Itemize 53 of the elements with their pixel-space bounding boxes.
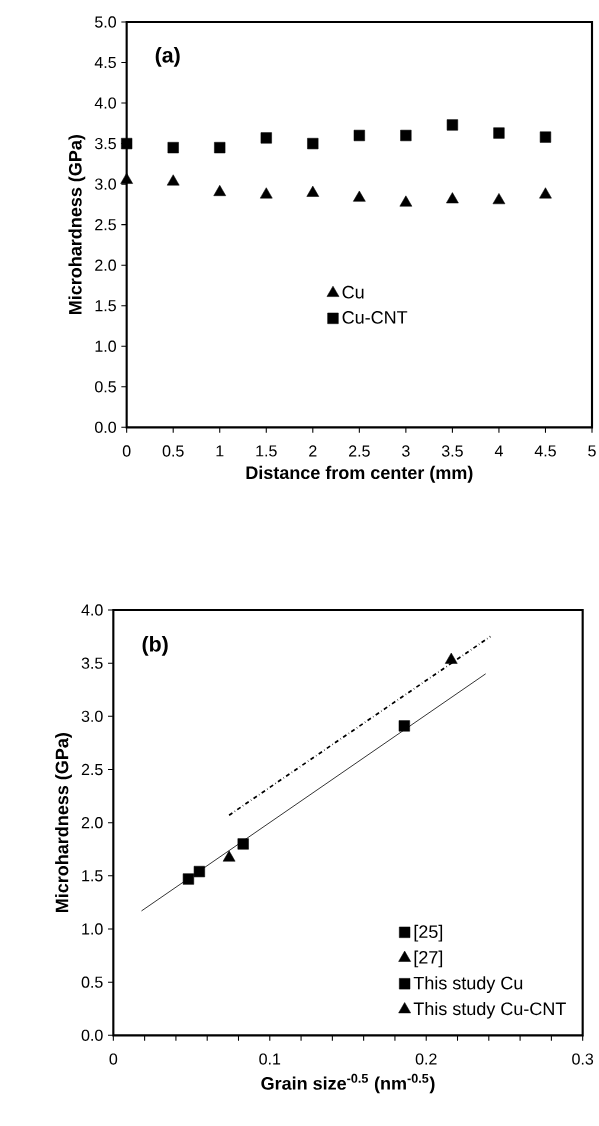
point: [222, 850, 236, 862]
x-tick-label: 1.5: [256, 445, 277, 457]
legend-label: This study Cu-CNT: [413, 1001, 566, 1019]
y-tick-label: 0.5: [81, 976, 103, 988]
y-tick-label: 2.0: [81, 817, 103, 829]
point: [444, 652, 458, 664]
y-tick-label: 1.5: [82, 870, 103, 882]
legend-label: Cu-CNT: [342, 311, 408, 324]
x-axis-title: Grain size$^{-0.5}$ (nm$^{-0.5}$): [261, 1073, 435, 1094]
x-tick-label: 0: [109, 1053, 118, 1065]
x-tick-label: 4.5: [534, 445, 556, 457]
y-tick-label: 0.0: [95, 421, 117, 433]
annotation: (b): [142, 635, 168, 656]
legend-label: Cu: [342, 285, 364, 299]
y-tick-label: 5.0: [95, 16, 117, 28]
y-tick-label: 2.0: [95, 259, 117, 271]
x-tick-label: 0.1: [259, 1053, 281, 1065]
y-tick-label: 3.0: [94, 178, 117, 190]
annotation: (a): [155, 46, 180, 67]
point: [193, 865, 205, 878]
y-axis-title: Microhardness (GPa): [68, 135, 86, 314]
x-tick-label: 5: [588, 445, 596, 457]
y-tick-label: 2.5: [95, 219, 116, 231]
y-tick-label: 4.5: [94, 56, 116, 69]
y-tick-label: 3.0: [81, 710, 103, 722]
point: [398, 720, 410, 732]
x-tick-label: 2: [309, 445, 317, 457]
y-tick-label: 1.0: [82, 923, 103, 935]
y-axis-title: Microhardness (GPa): [55, 733, 72, 912]
x-axis-title: Distance from center (mm): [246, 465, 473, 483]
x-tick-label: 0.2: [415, 1053, 437, 1065]
legend-label: [27]: [414, 950, 443, 968]
point: [182, 873, 195, 885]
y-tick-label: 0.5: [95, 381, 116, 393]
x-tick-label: 0.3: [572, 1053, 594, 1065]
y-tick-label: 4.0: [81, 604, 103, 616]
legend-label: This study Cu: [413, 976, 523, 994]
x-tick-label: 0.5: [162, 445, 184, 457]
legend-label: [25]: [414, 924, 443, 942]
y-tick-label: 2.5: [81, 763, 103, 776]
y-tick-label: 3.5: [94, 137, 116, 150]
x-tick-label: 1: [216, 445, 224, 457]
y-tick-label: 4.0: [94, 97, 117, 109]
x-tick-label: 2.5: [349, 445, 370, 457]
x-tick-label: 3: [402, 445, 410, 457]
y-tick-label: 1.5: [95, 300, 116, 312]
x-tick-label: 4: [494, 445, 503, 457]
y-tick-label: 1.0: [95, 340, 117, 352]
x-tick-label: 0: [122, 445, 131, 457]
y-tick-label: 3.5: [81, 657, 103, 669]
y-tick-label: 0.0: [81, 1029, 103, 1041]
x-tick-label: 3.5: [441, 445, 463, 457]
point: [237, 838, 249, 850]
